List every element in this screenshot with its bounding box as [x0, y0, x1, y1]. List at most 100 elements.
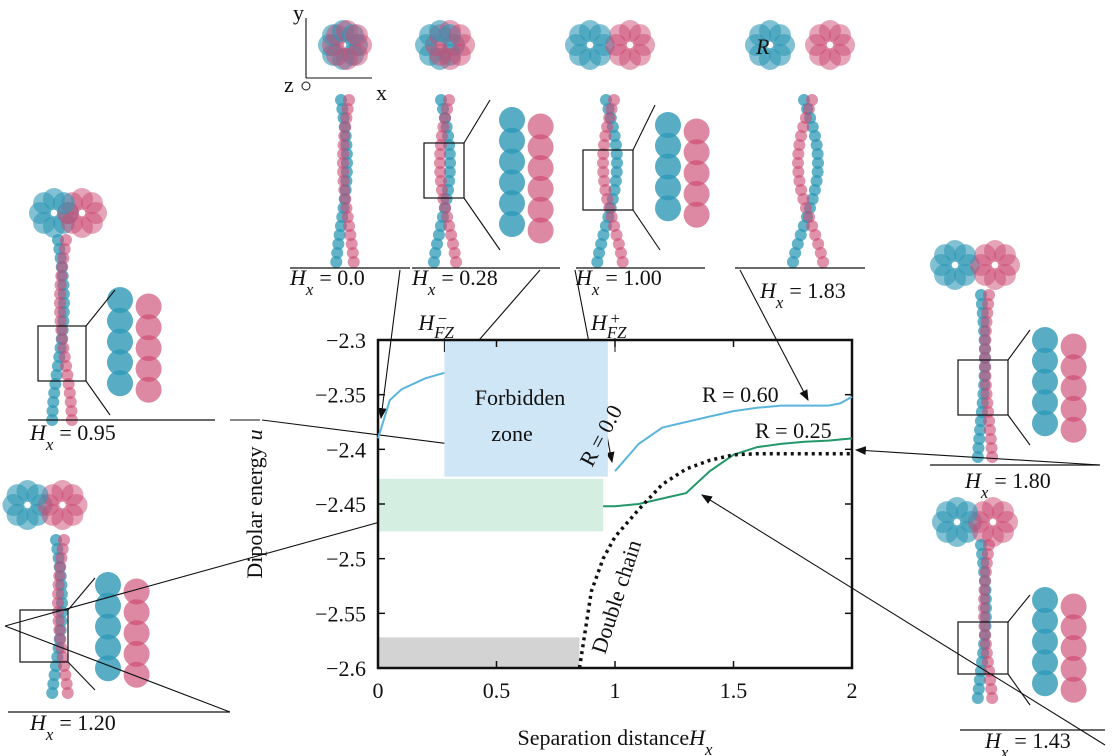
bead — [980, 557, 993, 569]
guide-line — [463, 197, 501, 251]
bead — [817, 256, 830, 268]
bead — [978, 611, 991, 623]
bead — [445, 229, 458, 241]
bead — [60, 360, 73, 372]
bead — [802, 211, 815, 223]
bead — [331, 247, 344, 259]
bead — [340, 112, 353, 124]
bead — [333, 229, 346, 241]
region-label: Double chain — [586, 537, 646, 657]
bead — [337, 175, 350, 187]
bead — [808, 130, 821, 142]
bead — [655, 195, 681, 222]
bead — [434, 139, 447, 151]
bead — [793, 175, 806, 187]
bead — [345, 238, 358, 250]
bead — [603, 202, 616, 214]
bead — [955, 501, 978, 524]
bead — [61, 369, 74, 381]
panel-label: Hx = 1.80 — [964, 468, 1051, 502]
bead — [609, 175, 622, 187]
bead — [107, 328, 133, 355]
bead — [56, 543, 69, 555]
bead — [1032, 368, 1058, 395]
bead — [52, 192, 75, 215]
bead — [440, 103, 453, 115]
bead — [343, 220, 356, 232]
text-part: x — [1000, 743, 1009, 756]
radius-label: R — [755, 34, 770, 59]
bead — [61, 687, 74, 699]
text-part: Dipolar energy — [242, 446, 267, 578]
bead — [345, 24, 368, 47]
text-part: FZ — [606, 323, 627, 342]
bead — [337, 157, 350, 169]
bead — [1060, 676, 1087, 703]
guide-line — [1007, 329, 1031, 361]
bead — [55, 324, 68, 336]
bead — [499, 169, 525, 196]
bead — [609, 139, 622, 151]
bead — [808, 184, 821, 196]
bead — [56, 651, 69, 663]
bead — [655, 132, 681, 159]
bead — [614, 247, 627, 259]
text-part: = 0.0 — [319, 265, 364, 290]
bead — [53, 624, 66, 636]
bead — [792, 148, 805, 160]
z-axis-marker — [301, 81, 311, 91]
bead — [499, 107, 525, 133]
bead — [616, 256, 629, 268]
bead — [95, 572, 121, 598]
bead — [683, 139, 710, 166]
bead — [588, 24, 611, 47]
bead — [439, 202, 452, 214]
bead — [1032, 607, 1058, 634]
bead — [809, 229, 822, 241]
bead — [981, 656, 994, 668]
bead — [347, 256, 360, 268]
bead — [52, 615, 65, 627]
bead — [599, 130, 612, 142]
guide-line — [67, 577, 96, 611]
text-part: + — [610, 309, 619, 328]
text-part: = 1.20 — [59, 710, 115, 735]
bead — [52, 606, 65, 618]
bead — [499, 211, 525, 237]
bead — [980, 388, 993, 400]
text-part: x — [427, 280, 436, 299]
bead — [58, 660, 71, 672]
bead — [812, 238, 825, 250]
bead — [814, 247, 827, 259]
zone-bound-label: HFZ+ — [590, 309, 627, 342]
bead — [683, 160, 710, 187]
bead — [984, 433, 997, 445]
bead — [597, 148, 610, 160]
text-part: FZ — [433, 323, 454, 342]
bead — [979, 379, 992, 391]
guide-line — [632, 209, 661, 251]
text-part: x — [45, 435, 54, 454]
bead — [443, 139, 456, 151]
bead — [434, 148, 447, 160]
text-part: x — [704, 740, 713, 756]
bead — [135, 335, 162, 362]
bead — [597, 157, 610, 169]
bead — [597, 229, 610, 241]
bead — [598, 139, 611, 151]
bead — [437, 121, 450, 133]
bead — [443, 220, 456, 232]
arrow — [739, 269, 809, 401]
bead — [63, 387, 76, 399]
arrow — [854, 446, 1101, 466]
panel-label: Hx = 0.95 — [29, 420, 116, 454]
bead — [343, 94, 355, 106]
bead — [610, 148, 623, 160]
guide-line — [1007, 673, 1031, 706]
bead — [431, 238, 444, 250]
bead — [795, 184, 808, 196]
bead — [806, 121, 819, 133]
bead — [597, 166, 610, 178]
guide-line — [85, 380, 111, 416]
